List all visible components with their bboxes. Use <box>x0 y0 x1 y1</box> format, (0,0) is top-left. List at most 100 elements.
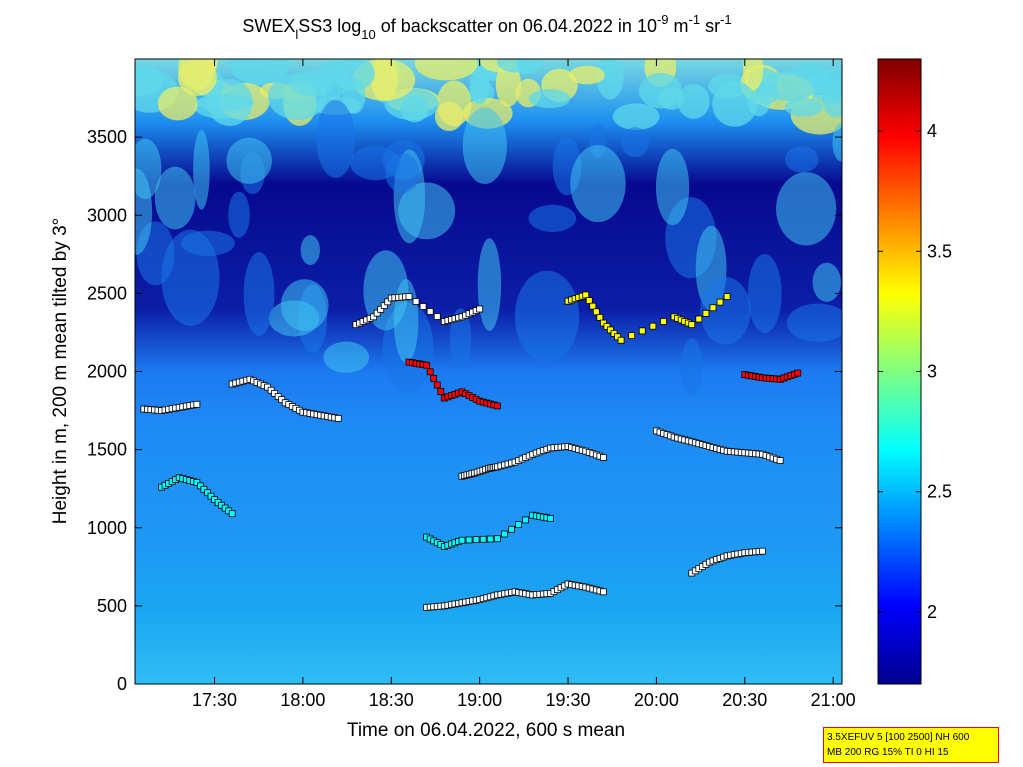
texture-blob <box>528 89 571 109</box>
cloud-layer-markers <box>140 291 802 611</box>
texture-blob <box>743 59 764 91</box>
texture-blob <box>226 137 272 184</box>
x-tick-label: 17:30 <box>192 690 237 710</box>
texture-blob <box>612 103 660 131</box>
cloud-marker <box>426 368 434 376</box>
cloud-marker <box>596 314 604 321</box>
cloud-marker <box>405 293 413 300</box>
texture-blob <box>331 59 375 91</box>
chart-title: SWEXlSS3 log10 of backscatter on 06.04.2… <box>242 12 731 42</box>
texture-blob <box>514 270 580 363</box>
colorbar-tick-label: 4 <box>927 121 937 141</box>
cloud-marker <box>334 414 342 422</box>
y-tick-label: 1500 <box>87 440 127 460</box>
cloud-marker <box>465 536 473 544</box>
cloud-marker <box>433 381 441 389</box>
cloud-marker <box>599 588 607 596</box>
texture-blob <box>135 168 153 255</box>
x-axis-label: Time on 06.04.2022, 600 s mean <box>347 720 625 741</box>
y-tick-label: 1000 <box>87 518 127 538</box>
y-tick-label: 2500 <box>87 283 127 303</box>
texture-blob <box>570 145 626 223</box>
cloud-marker <box>709 304 717 312</box>
colorbar-tick-label: 3.5 <box>927 241 952 261</box>
texture-blob <box>462 107 507 184</box>
cloud-marker <box>582 291 590 299</box>
cloud-marker <box>592 308 600 316</box>
y-axis: 0 500 1000 1500 2000 2500 3000 3500 <box>87 127 842 694</box>
cloud-marker <box>479 535 487 543</box>
cloud-marker <box>610 329 618 337</box>
cloud-marker <box>384 298 392 306</box>
cloud-marker <box>508 525 515 533</box>
y-tick-label: 0 <box>117 674 127 694</box>
cloud-marker <box>546 514 554 522</box>
texture-blob <box>157 86 198 121</box>
texture-blob <box>268 73 328 120</box>
texture-blob <box>786 303 842 342</box>
texture-blob <box>228 191 250 238</box>
texture-blob <box>280 279 329 332</box>
cloud-marker <box>522 516 530 524</box>
x-tick-label: 19:00 <box>457 690 502 710</box>
cloud-marker <box>614 333 621 341</box>
cloud-marker <box>607 326 614 334</box>
cloud-marker <box>628 332 636 339</box>
colorbar-tick-label: 3 <box>927 362 937 382</box>
cloud-marker <box>200 485 208 493</box>
texture-blob <box>821 79 842 118</box>
texture-blob <box>206 79 253 126</box>
x-tick-label: 18:30 <box>369 690 414 710</box>
cloud-marker <box>702 309 710 317</box>
texture-blob <box>776 172 837 246</box>
cloud-marker <box>426 308 434 315</box>
colorbar-tick-label: 2 <box>927 602 937 622</box>
cloud-marker <box>589 302 597 310</box>
cloud-marker <box>695 315 703 323</box>
cloud-marker <box>776 457 784 464</box>
texture-blob <box>414 59 478 81</box>
cloud-marker <box>723 293 731 300</box>
texture-blob <box>177 59 217 97</box>
x-axis: 17:30 18:00 18:30 19:00 19:30 20:00 20:30 21:00 <box>192 59 856 710</box>
heatmap-texture <box>135 59 842 396</box>
cloud-marker <box>585 297 593 304</box>
texture-blob <box>784 97 823 117</box>
texture-blob <box>227 59 276 69</box>
cloud-marker <box>433 313 441 320</box>
y-axis-label: Height in m, 200 m mean tilted by 3° <box>50 218 71 524</box>
cloud-marker <box>476 305 484 313</box>
y-tick-label: 500 <box>97 596 127 616</box>
cloud-marker <box>617 336 625 344</box>
cloud-marker <box>603 323 611 330</box>
texture-blob <box>342 77 366 115</box>
texture-blob <box>528 204 577 233</box>
texture-blob <box>700 277 751 345</box>
texture-blob <box>568 65 605 85</box>
cloud-marker <box>207 492 215 500</box>
texture-blob <box>496 59 538 73</box>
cloud-marker <box>716 298 724 306</box>
cloud-marker <box>660 318 667 325</box>
y-tick-label: 2000 <box>87 362 127 382</box>
y-tick-label: 3500 <box>87 127 127 147</box>
cloud-marker <box>688 321 696 329</box>
y-tick-label: 3000 <box>87 205 127 225</box>
cloud-marker <box>649 322 657 330</box>
cloud-marker <box>472 536 480 544</box>
cloud-marker <box>193 479 201 486</box>
texture-blob <box>638 72 683 109</box>
cloud-marker <box>196 482 204 490</box>
cloud-marker <box>515 521 522 529</box>
cloud-marker <box>373 309 381 317</box>
texture-blob <box>449 308 472 368</box>
colorbar-axis: 2 2.5 3 3.5 4 <box>878 121 952 622</box>
cloud-marker <box>486 535 494 543</box>
colorbar <box>877 58 922 685</box>
cloud-marker <box>380 302 388 309</box>
cloud-marker <box>794 369 802 377</box>
texture-blob <box>300 235 320 266</box>
texture-blob <box>316 100 355 179</box>
cloud-marker <box>423 361 431 369</box>
texture-blob <box>712 81 758 127</box>
